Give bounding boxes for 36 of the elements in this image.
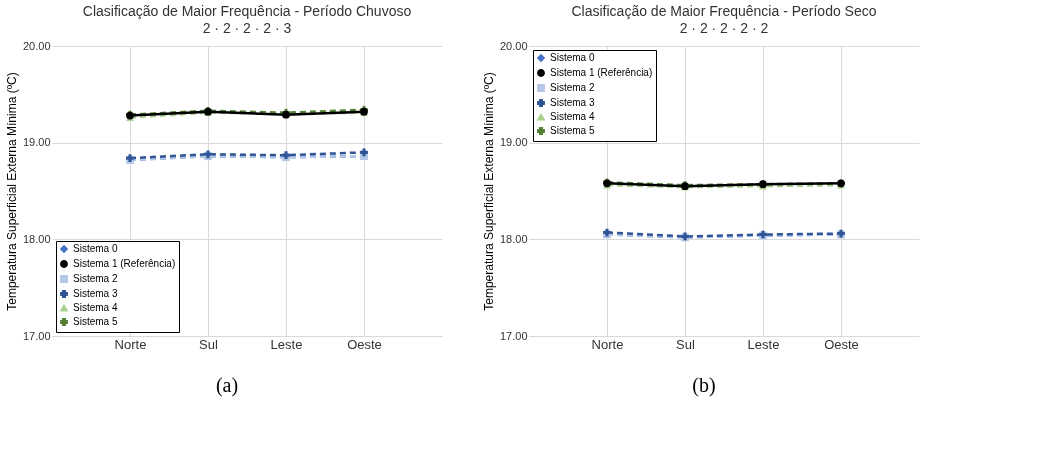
text: (b) (692, 374, 716, 397)
chart-subtitle: 2 · 2 · 2 · 2 · 2 (679, 20, 769, 36)
legend-label: Sistema 1 (Referência) (550, 67, 653, 78)
x-tick-label: Sul (676, 336, 695, 352)
y-axis-title: Temperatura Superficial Externa Mínima (ºC) (481, 72, 496, 311)
legend-label: Sistema 1 (Referência) (73, 258, 176, 269)
legend-label: Sistema 0 (73, 243, 118, 254)
legend-label: Sistema 2 (73, 273, 118, 284)
y-tick-label: 19.00 (499, 136, 528, 149)
legend-label: Sistema 3 (73, 288, 118, 299)
y-tick-label: 18.00 (499, 232, 528, 245)
chart-title: Clasificação de Maior Frequência - Período Chuvoso (82, 3, 412, 19)
legend-label: Sistema 2 (550, 82, 595, 93)
y-tick-label: 20.00 (22, 39, 51, 52)
y-tick-label: 19.00 (22, 136, 51, 149)
x-tick-label: Norte (591, 336, 624, 352)
x-tick-label: Oeste (347, 336, 382, 352)
y-tick-label: 17.00 (22, 329, 51, 342)
y-tick-label: 18.00 (22, 232, 51, 245)
legend-label: Sistema 4 (73, 302, 118, 313)
text: (a) (215, 374, 239, 397)
x-tick-label: Sul (199, 336, 218, 352)
legend-label: Sistema 3 (550, 97, 595, 108)
y-tick-label: 17.00 (499, 329, 528, 342)
legend-label: Sistema 0 (550, 52, 595, 63)
y-axis-title: Temperatura Superficial Externa Mínima (ºC) (4, 72, 19, 311)
y-tick-label: 20.00 (499, 39, 528, 52)
x-tick-label: Norte (114, 336, 147, 352)
legend-label: Sistema 4 (550, 111, 595, 122)
chart-subtitle: 2 · 2 · 2 · 2 · 3 (202, 20, 292, 36)
x-tick-label: Oeste (824, 336, 859, 352)
chart-title: Clasificação de Maior Frequência - Período Seco (571, 3, 877, 19)
x-tick-label: Leste (270, 336, 303, 352)
x-tick-label: Leste (747, 336, 780, 352)
legend-label: Sistema 5 (73, 316, 118, 327)
legend-label: Sistema 5 (550, 125, 595, 136)
